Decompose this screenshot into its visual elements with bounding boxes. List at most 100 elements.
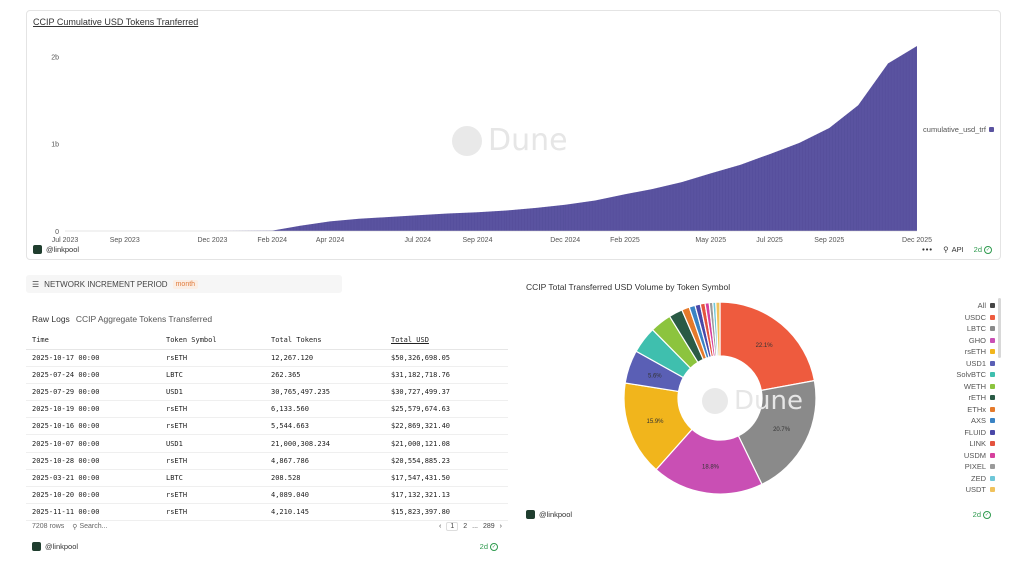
table-row[interactable]: 2025-07-24 00:00 LBTC 262.365 $31,182,718.7… bbox=[26, 366, 508, 384]
legend-item-lbtc[interactable]: LBTC bbox=[915, 323, 995, 335]
table-cell: 2025-07-29 00:00 bbox=[26, 383, 160, 402]
pie-footer-owner[interactable]: @linkpool bbox=[526, 510, 572, 519]
pie-slice-lbtc[interactable] bbox=[737, 379, 817, 486]
network-increment-period-param[interactable]: ☰ NETWORK INCREMENT PERIOD month bbox=[26, 275, 342, 293]
raw-logs-table-panel: Raw Logs CCIP Aggregate Tokens Transferr… bbox=[26, 308, 508, 558]
owner-handle[interactable]: @linkpool bbox=[539, 510, 573, 519]
legend-item-solvbtc[interactable]: SolvBTC bbox=[915, 369, 995, 381]
next-page-icon[interactable]: › bbox=[499, 523, 502, 530]
x-tick-label: Jul 2025 bbox=[756, 237, 783, 244]
legend-label: cumulative_usd_trf bbox=[923, 125, 986, 134]
legend-item-all[interactable]: All bbox=[915, 300, 995, 312]
table-row[interactable]: 2025-10-20 00:00 rsETH 4,089.040 $17,132,32… bbox=[26, 486, 508, 505]
table-cell: $21,000,121.08 bbox=[385, 434, 508, 453]
legend-label: USD1 bbox=[965, 358, 986, 368]
table-row[interactable]: 2025-10-19 00:00 rsETH 6,133.560 $25,579,67… bbox=[26, 400, 508, 419]
table-row[interactable]: 2025-10-16 00:00 rsETH 5,544.663 $22,869,32… bbox=[26, 417, 508, 436]
legend-swatch bbox=[990, 326, 995, 332]
param-label: NETWORK INCREMENT PERIOD bbox=[44, 279, 168, 289]
freshness-badge[interactable]: 2d ✓ bbox=[973, 510, 991, 519]
legend-item-usd1[interactable]: USD1 bbox=[915, 358, 995, 370]
search-placeholder: Search... bbox=[79, 523, 108, 530]
legend-swatch bbox=[990, 441, 995, 447]
legend-item-pixel[interactable]: PIXEL bbox=[915, 461, 995, 473]
pie-slice-usdc[interactable] bbox=[719, 301, 816, 392]
table-cell: $20,554,885.23 bbox=[385, 452, 508, 470]
table-cell: LBTC bbox=[160, 366, 265, 384]
legend-item-gho[interactable]: GHO bbox=[915, 335, 995, 347]
legend-item-zed[interactable]: ZED bbox=[915, 473, 995, 485]
table-cell: 208.528 bbox=[265, 469, 385, 488]
cumulative-chart-panel: CCIP Cumulative USD Tokens Tranferred Du… bbox=[26, 10, 1001, 260]
legend-swatch bbox=[990, 475, 995, 481]
slice-percent-label: 20.7% bbox=[773, 427, 791, 433]
legend-item-usdt[interactable]: USDT bbox=[915, 484, 995, 496]
legend-swatch bbox=[990, 314, 995, 320]
table-cell: $15,823,397.80 bbox=[385, 503, 508, 522]
legend-item-reth[interactable]: rETH bbox=[915, 392, 995, 404]
pie-title[interactable]: CCIP Total Transferred USD Volume by Tok… bbox=[526, 282, 731, 292]
page-last-button[interactable]: 289 bbox=[482, 523, 495, 530]
legend-item-fluid[interactable]: FLUID bbox=[915, 427, 995, 439]
table-footer: 7208 rows ⚲ Search... ‹ 1 2 ... 289 › bbox=[32, 522, 502, 531]
legend-label: USDM bbox=[963, 450, 986, 460]
table-footer-owner[interactable]: @linkpool bbox=[32, 542, 78, 551]
legend-item-ethx[interactable]: ETHx bbox=[915, 404, 995, 416]
table-cell: USD1 bbox=[160, 434, 265, 453]
table-row[interactable]: 2025-07-29 00:00 USD1 30,765,497.235 $30,72… bbox=[26, 383, 508, 402]
menu-icon: ☰ bbox=[32, 279, 40, 289]
column-header-total-usd[interactable]: Total USD bbox=[385, 332, 508, 350]
chart-footer-owner[interactable]: @linkpool bbox=[33, 245, 79, 254]
table-row[interactable]: 2025-10-07 00:00 USD1 21,000,308.234 $21,00… bbox=[26, 434, 508, 453]
legend-swatch bbox=[990, 429, 995, 435]
table-cell: 2025-10-07 00:00 bbox=[26, 434, 160, 453]
table-cell: $50,326,698.05 bbox=[385, 349, 508, 367]
chart-title[interactable]: CCIP Cumulative USD Tokens Tranferred bbox=[33, 17, 199, 27]
freshness-badge[interactable]: 2d ✓ bbox=[480, 542, 498, 551]
table-title-main[interactable]: Raw Logs bbox=[32, 314, 70, 324]
owner-handle[interactable]: @linkpool bbox=[45, 542, 79, 551]
table-cell: 6,133.560 bbox=[265, 400, 385, 419]
table-row[interactable]: 2025-10-17 00:00 rsETH 12,267.120 $50,326,6… bbox=[26, 349, 508, 367]
legend-item-weth[interactable]: WETH bbox=[915, 381, 995, 393]
legend-item-rseth[interactable]: rsETH bbox=[915, 346, 995, 358]
area-series-cumulative-usd[interactable] bbox=[65, 46, 917, 231]
x-tick-label: Apr 2024 bbox=[316, 237, 345, 244]
legend-swatch bbox=[990, 395, 995, 401]
table-cell: $17,547,431.50 bbox=[385, 469, 508, 488]
pie-slice-usdt[interactable] bbox=[715, 301, 721, 357]
legend-swatch bbox=[990, 383, 995, 389]
legend-scrollbar[interactable] bbox=[998, 298, 1001, 358]
freshness-badge[interactable]: 2d ✓ bbox=[974, 245, 992, 254]
legend-swatch bbox=[989, 127, 994, 132]
api-button[interactable]: ⚲ API bbox=[943, 245, 964, 254]
column-header-total-tokens[interactable]: Total Tokens bbox=[265, 332, 385, 350]
table-row[interactable]: 2025-10-28 00:00 rsETH 4,867.786 $20,554,88… bbox=[26, 452, 508, 470]
table-cell: 4,089.040 bbox=[265, 486, 385, 505]
legend-item-link[interactable]: LINK bbox=[915, 438, 995, 450]
pie-legend: All USDC LBTC GHO rsETH USD1 SolvBTC WETH rETH ET… bbox=[915, 300, 995, 496]
param-value[interactable]: month bbox=[172, 279, 199, 289]
chart-footer-actions: ••• ⚲ API 2d ✓ bbox=[922, 245, 992, 254]
page-2-button[interactable]: 2 bbox=[463, 523, 468, 530]
more-options-icon[interactable]: ••• bbox=[922, 245, 934, 254]
x-tick-label: Dec 2025 bbox=[902, 237, 932, 244]
page-1-button[interactable]: 1 bbox=[446, 522, 459, 531]
legend-label: rsETH bbox=[964, 347, 986, 357]
table-cell: $31,182,718.76 bbox=[385, 366, 508, 384]
search-input[interactable]: ⚲ Search... bbox=[72, 523, 107, 531]
x-tick-label: Sep 2023 bbox=[110, 237, 140, 244]
column-header-time[interactable]: Time bbox=[26, 332, 160, 350]
legend-label: LBTC bbox=[966, 324, 986, 334]
legend-item-usdc[interactable]: USDC bbox=[915, 312, 995, 324]
owner-handle[interactable]: @linkpool bbox=[46, 245, 80, 254]
cumulative-area-chart: 0 1b 2b Jul 2023 Sep 2023 Dec 2023 Feb 2024 Apr… bbox=[51, 46, 932, 244]
table-row[interactable]: 2025-11-11 00:00 rsETH 4,210.145 $15,823,39… bbox=[26, 503, 508, 522]
legend-item-axs[interactable]: AXS bbox=[915, 415, 995, 427]
legend-label: rETH bbox=[968, 393, 987, 403]
column-header-token-symbol[interactable]: Token Symbol bbox=[160, 332, 265, 350]
legend[interactable]: cumulative_usd_trf bbox=[923, 125, 994, 134]
prev-page-icon[interactable]: ‹ bbox=[438, 523, 442, 530]
legend-item-usdm[interactable]: USDM bbox=[915, 450, 995, 462]
table-row[interactable]: 2025-03-21 00:00 LBTC 208.528 $17,547,431.5… bbox=[26, 469, 508, 488]
